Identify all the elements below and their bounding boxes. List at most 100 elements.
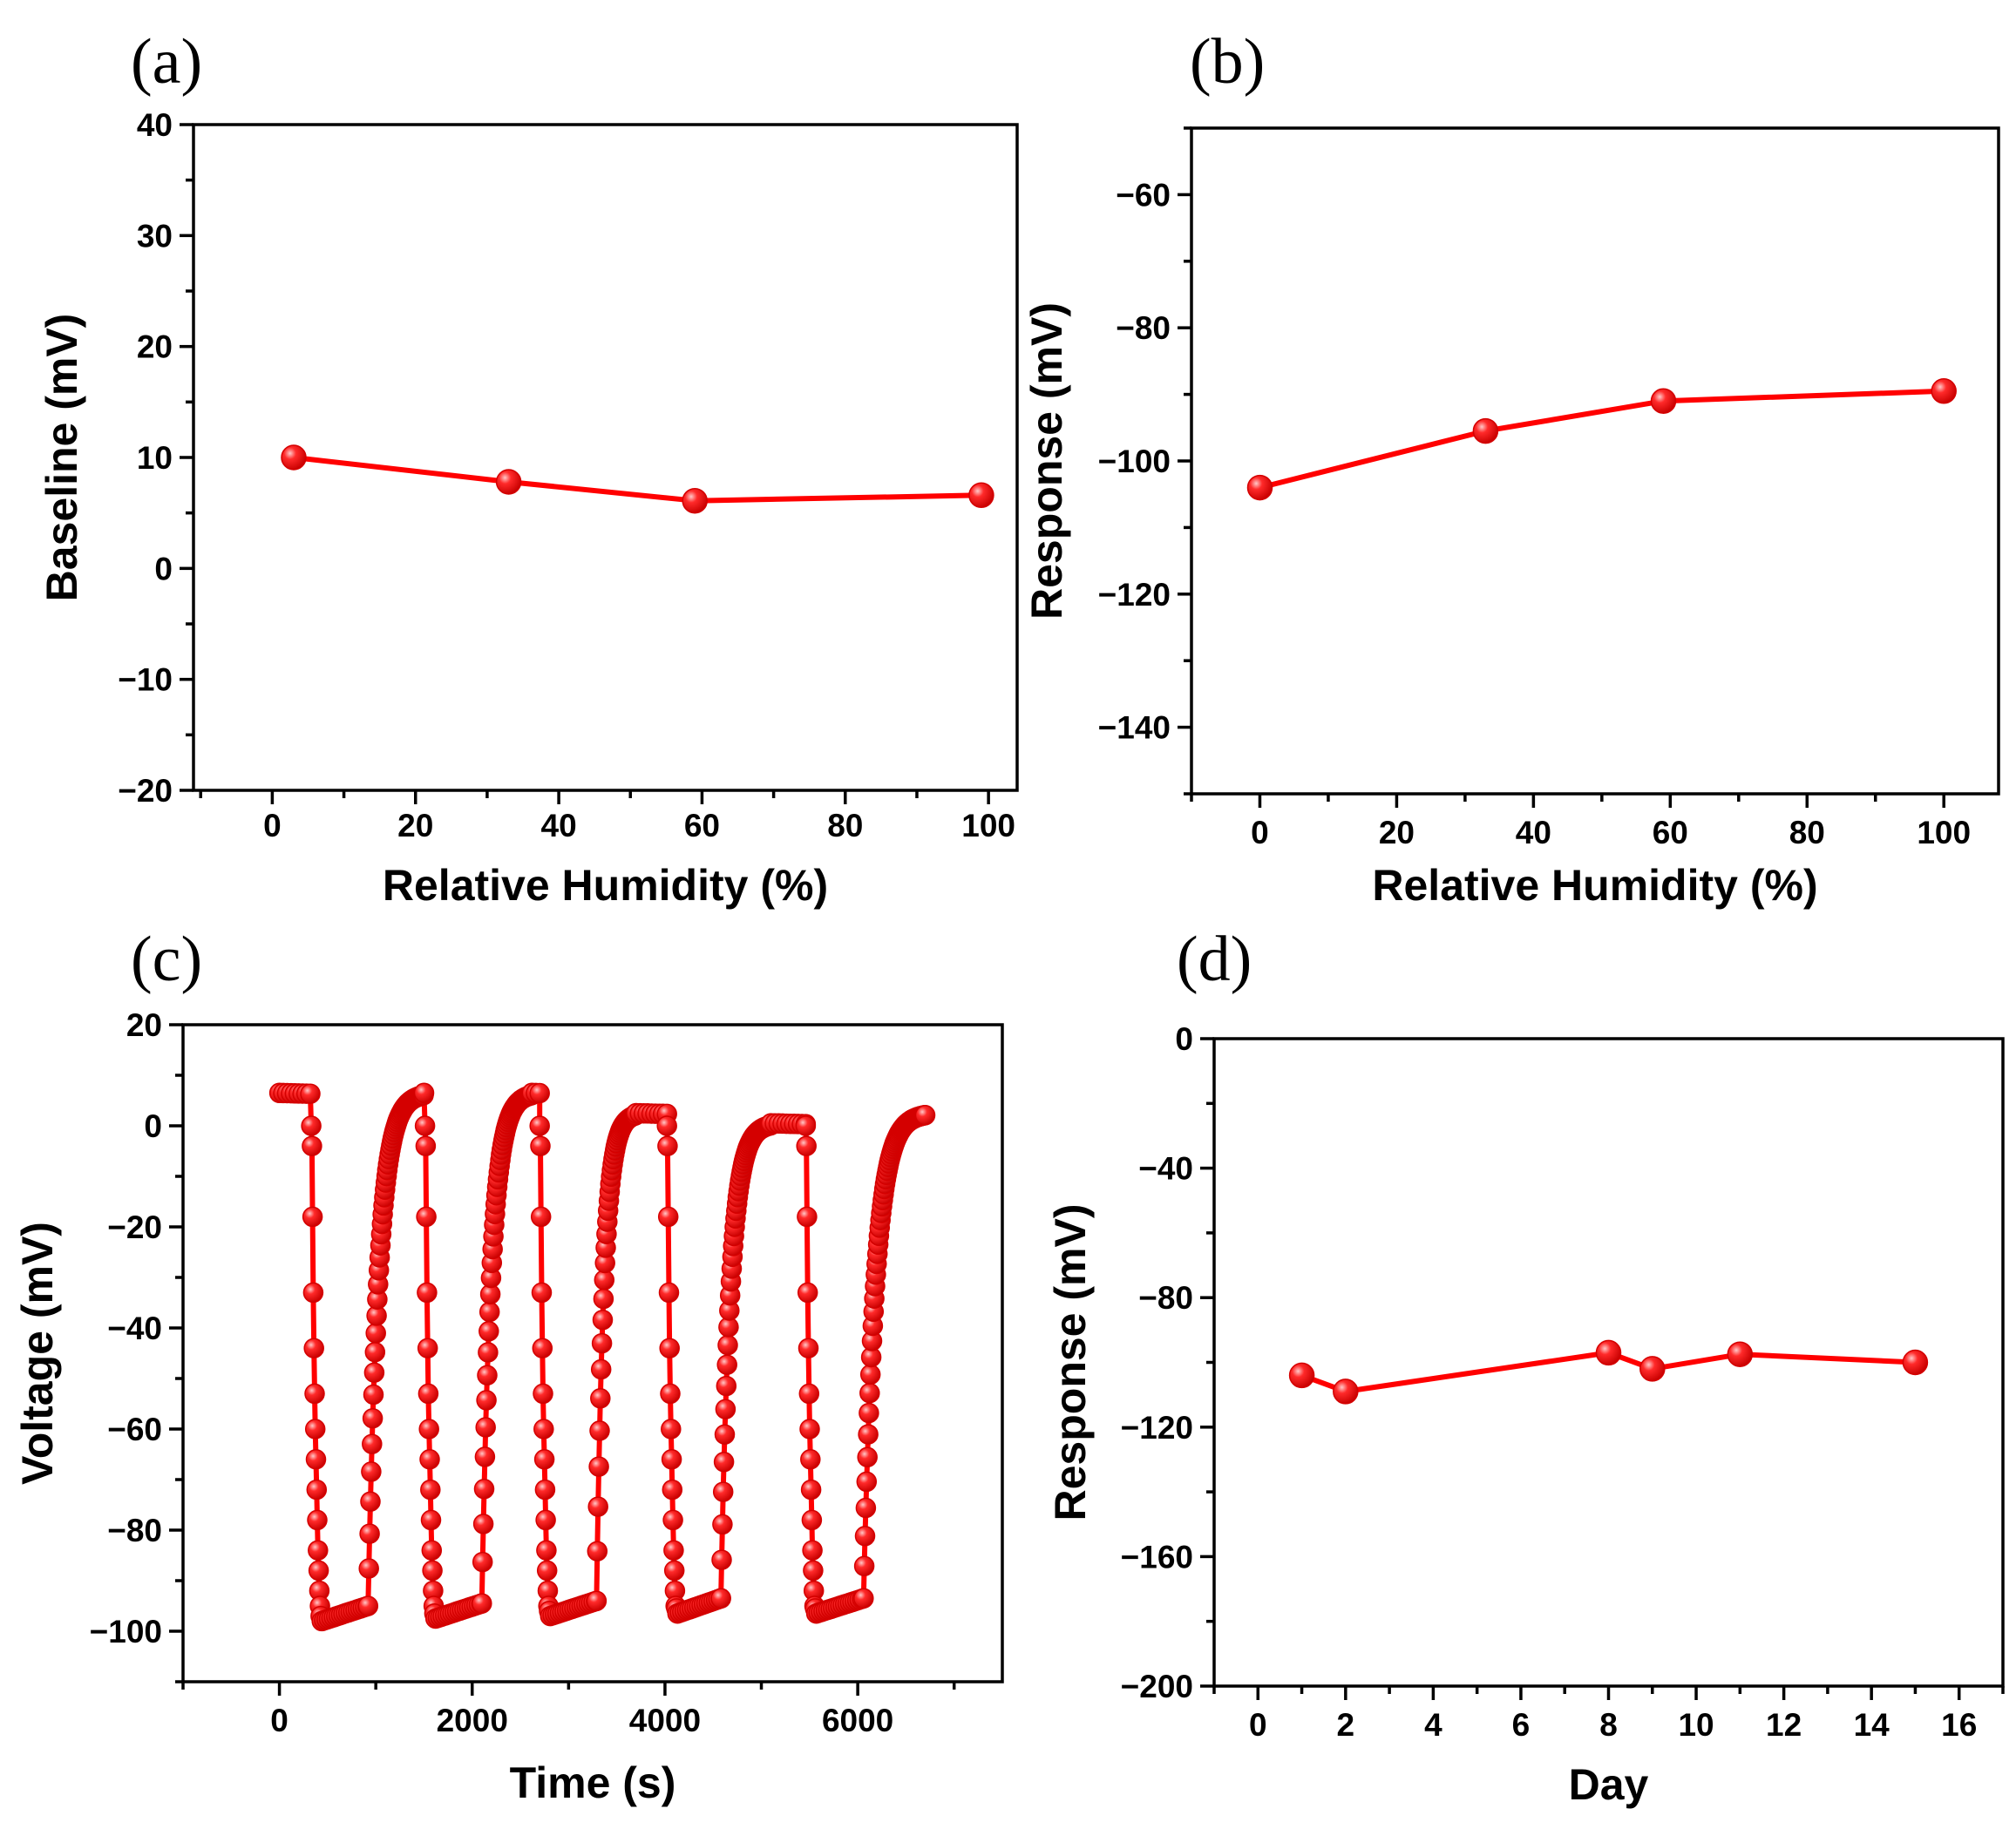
x-tick-label: 6000 [822, 1703, 893, 1738]
data-point [657, 1135, 678, 1156]
data-point [417, 1282, 438, 1304]
data-point [360, 1491, 381, 1512]
data-point [529, 1115, 550, 1136]
data-point [662, 1479, 683, 1500]
data-point [659, 1338, 680, 1358]
data-point [712, 1481, 734, 1502]
x-tick-label: 20 [1379, 815, 1415, 850]
data-point [858, 1424, 879, 1445]
data-point [305, 1449, 327, 1470]
x-tick-label: 0 [1249, 1707, 1267, 1743]
y-tick-label: 10 [137, 440, 173, 476]
data-point [413, 1082, 435, 1104]
x-tick-label: 40 [1516, 815, 1551, 850]
x-tick-label: 14 [1854, 1707, 1890, 1743]
data-point [495, 469, 522, 495]
data-point [795, 1115, 817, 1136]
data-point [658, 1282, 680, 1304]
x-tick-label: 16 [1941, 1707, 1977, 1743]
y-tick-label: −10 [118, 662, 173, 698]
data-point [662, 1509, 683, 1531]
data-point [800, 1449, 821, 1470]
data-point [474, 1446, 496, 1467]
y-tick-label: −100 [1098, 444, 1171, 479]
data-point [796, 1135, 817, 1156]
x-tick-label: 0 [1251, 815, 1269, 850]
data-point [799, 1419, 820, 1439]
y-tick-label: −100 [90, 1614, 162, 1649]
data-point [590, 1358, 612, 1380]
data-point [591, 1332, 613, 1354]
data-point [420, 1509, 442, 1531]
data-point [529, 1082, 550, 1104]
data-point [533, 1419, 554, 1439]
data-point [363, 1384, 384, 1406]
data-point [473, 1479, 495, 1500]
data-point [710, 1588, 731, 1609]
x-tick-label: 100 [1917, 815, 1971, 850]
y-tick-label: −120 [1121, 1410, 1193, 1446]
data-point [361, 1461, 382, 1482]
y-tick-label: 40 [137, 107, 173, 143]
x-tick-label: 2 [1337, 1707, 1355, 1743]
chart-panel-d: (d) 0 2 4 6 8 10 12 14 16 −200 −160 −120 −80 −40 0 Day Re… [1046, 924, 2005, 1809]
data-point [717, 1334, 738, 1356]
data-point [661, 1449, 682, 1470]
x-tick-label: 8 [1599, 1707, 1618, 1743]
x-tick-label: 4 [1424, 1707, 1442, 1743]
data-point [594, 1270, 615, 1290]
y-tick-label: 0 [1175, 1021, 1193, 1057]
x-tick-label: 0 [270, 1703, 288, 1738]
y-tick-label: 20 [137, 329, 173, 365]
data-point [663, 1560, 685, 1582]
y-tick-label: −20 [107, 1209, 162, 1245]
data-point [802, 1540, 823, 1561]
data-point [308, 1560, 329, 1582]
y-tick-label: −60 [1116, 177, 1171, 213]
chart-panel-c: (c) 0 2000 4000 6000 −100 −80 −60 −40 −20 0 20 Time … [13, 924, 1004, 1807]
data-point [532, 1338, 553, 1358]
data-point [587, 1541, 608, 1561]
data-point [853, 1588, 874, 1609]
data-point [417, 1338, 438, 1358]
data-point [716, 1375, 737, 1397]
data-point [803, 1560, 824, 1582]
data-point [362, 1433, 383, 1454]
data-point [479, 1321, 499, 1342]
x-tick-label: 40 [541, 808, 577, 843]
y-tick-label: −80 [1138, 1280, 1193, 1316]
data-point [797, 1282, 818, 1304]
data-point [533, 1449, 555, 1470]
data-point [414, 1115, 436, 1136]
data-point [301, 1115, 322, 1136]
data-point [535, 1509, 556, 1531]
data-point [302, 1282, 324, 1304]
y-axis-title: Voltage (mV) [13, 1222, 62, 1485]
data-point [589, 1420, 610, 1441]
data-point [713, 1452, 735, 1473]
y-tick-label: −160 [1121, 1539, 1193, 1575]
plot-frame [192, 123, 1019, 792]
y-axis-title: Baseline (mV) [37, 314, 86, 602]
data-point [417, 1383, 439, 1405]
data-point [358, 1558, 379, 1579]
data-point [663, 1540, 684, 1561]
data-point [308, 1540, 329, 1561]
data-point [800, 1479, 822, 1500]
data-point [661, 1419, 682, 1439]
x-axis-title: Relative Humidity (%) [1372, 861, 1817, 910]
y-tick-label: −200 [1121, 1669, 1193, 1704]
panel-label: (b) [1190, 26, 1265, 98]
data-point [307, 1509, 328, 1531]
data-point [419, 1449, 440, 1470]
data-point [530, 1206, 552, 1228]
data-point [712, 1514, 733, 1535]
data-point [798, 1383, 820, 1405]
data-point [416, 1206, 437, 1228]
data-point [534, 1479, 556, 1500]
y-tick-label: 20 [126, 1007, 162, 1043]
x-tick-label: 6 [1512, 1707, 1531, 1743]
data-point [592, 1309, 614, 1331]
data-point [660, 1383, 681, 1405]
data-point [798, 1338, 819, 1358]
